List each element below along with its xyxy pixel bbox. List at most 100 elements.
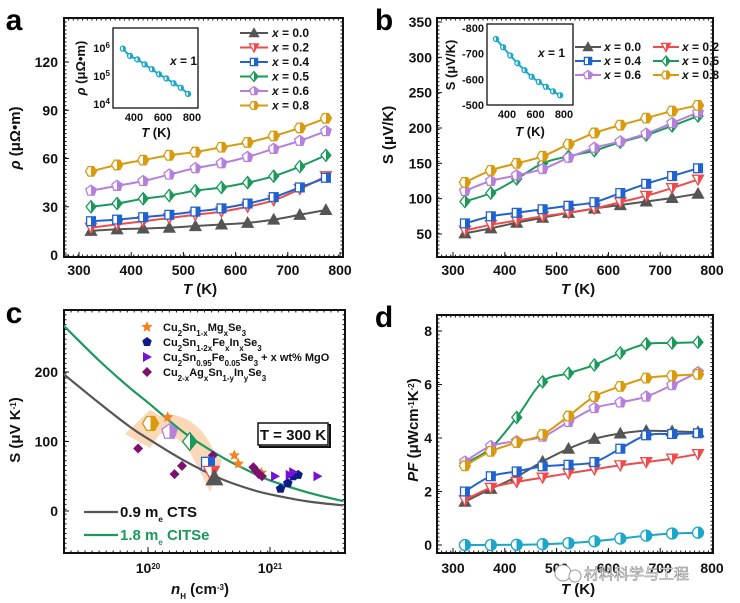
label-part: ρ (7, 160, 24, 170)
x-tick-label: 400 (493, 262, 517, 278)
y-tick-label: 120 (35, 54, 59, 70)
label-part: (μΩ•m) (7, 106, 24, 160)
legend-label: x = 0.8 (681, 68, 719, 82)
legend-label: x = 0.4 (603, 54, 641, 68)
label-part: K (405, 390, 422, 401)
series-x=0.8-point (84, 165, 98, 177)
series-x=0.4-point (511, 466, 522, 477)
series-x=0.8-point (588, 391, 601, 402)
series-x=0.6-point (458, 184, 471, 196)
y-tick-label: 200 (35, 364, 59, 380)
panel-label-c: c (6, 297, 23, 330)
series-x=0.6-point (85, 184, 98, 196)
series-x=0.4-point (268, 192, 279, 203)
series-x=0.8-point (665, 105, 679, 117)
panel-d: d30040050060070080002468T (K)PF (μWcm-1K… (375, 301, 724, 598)
label-part: (cm (186, 581, 217, 598)
scatter-point (275, 483, 286, 493)
label-part: ) (7, 397, 24, 402)
inset-series-point (163, 75, 170, 82)
series-x=0.8-point (536, 150, 549, 162)
series-x=0.4-point (692, 428, 704, 439)
label-part: In (230, 337, 240, 349)
series-x=0.8-point (614, 380, 627, 392)
legend-label: Cu2Sn0.95Fe0.05Se3 + x wt% MgO (163, 352, 330, 368)
inset-series-point (557, 92, 564, 99)
series-x=0.5-point (85, 199, 97, 214)
series-x=1-line (464, 531, 699, 547)
label-part: (K) (570, 581, 595, 598)
series-x=0.4-point (485, 211, 496, 222)
series-x=0.8-point (110, 159, 124, 171)
inset-series-point (514, 60, 521, 67)
label-part: 1-2x (196, 344, 213, 353)
label-part: = 0.4 (279, 55, 310, 69)
label-part: Sn (182, 337, 196, 349)
label-part: (K) (192, 281, 217, 298)
series-x=0.6-point (319, 124, 332, 137)
panel-b: b 300 400 500 600 700 800 50 100 150 200 250 300 350 T… (375, 4, 724, 298)
x-tick-label: 300 (441, 560, 465, 576)
y-tick-label: 0 (50, 247, 58, 263)
series-x=0.5-point (640, 336, 653, 351)
series-x=0.6-point (614, 135, 627, 147)
y-tick-label: 6 (424, 377, 432, 393)
series-x=0.4-point (589, 457, 600, 468)
series-x=0.4-point (216, 203, 227, 214)
inset-y-tick-label: 106 (93, 41, 110, 56)
series-x=1-point (536, 538, 549, 551)
x-tick-label: 700 (649, 560, 673, 576)
series-x=0.4-point (459, 486, 470, 497)
label-part: CITSe (163, 527, 210, 544)
inset-x-axis-label: T (K) (515, 124, 545, 139)
y-axis-label: S (μV K-1) (7, 397, 24, 463)
scatter-point (271, 471, 281, 482)
series-x=0.0-point (319, 203, 333, 216)
label-part: = 1 (177, 54, 198, 68)
label-part: 10 (93, 99, 105, 111)
inset-frame (112, 27, 199, 109)
label-part: (μWcm (405, 408, 422, 462)
x-tick-label: 800 (328, 262, 352, 278)
annotation-shadow (259, 424, 331, 448)
label-part: 2 (178, 329, 183, 338)
series-x=0.5-point (536, 374, 549, 389)
label-part: In (234, 367, 244, 379)
series-x=0.0-line (90, 208, 327, 232)
label-part: 10 (136, 560, 152, 576)
highlight-point-x=0.0 (205, 468, 224, 486)
watermark-icon (554, 564, 572, 582)
label-part: = 0.0 (279, 26, 310, 40)
inset-x-tick-label: 600 (526, 109, 544, 121)
series-x=0.4-point (563, 200, 574, 211)
series-x=0.2-point (510, 476, 524, 489)
inset-series-point (528, 73, 535, 80)
series-x=0.8-point (639, 112, 653, 124)
label-part: T (561, 581, 572, 598)
series-x=1-point (484, 538, 497, 552)
series-x=0.6-line (90, 130, 327, 192)
label-part: (μV/K) (443, 40, 458, 82)
legend-label: Cu2-xAgxSn1-yInySe3 (163, 367, 267, 383)
series-x=0.2-line (464, 178, 699, 232)
label-part: 10 (93, 43, 105, 55)
label-part: x (169, 54, 178, 68)
label-part: S (7, 453, 24, 463)
y-axis-label: S (μV/K) (380, 106, 397, 164)
series-x=0.6-point (484, 174, 497, 187)
scatter-point (169, 469, 180, 480)
y-tick-label: 0 (424, 537, 432, 553)
y-axis-label: ρ (μΩ•m) (7, 106, 24, 170)
series-x=0.6-point (640, 127, 653, 139)
series-x=0.8-line (464, 104, 699, 184)
label-part: 10 (258, 560, 274, 576)
series-x=1-point (588, 535, 601, 548)
label-part: = 0.2 (689, 40, 720, 54)
x-tick-label: 700 (276, 262, 300, 278)
series-x=0.0-point (214, 217, 229, 230)
x-tick-label: 800 (700, 560, 724, 576)
label-part: (K) (149, 125, 171, 140)
series-x=0.8-point (665, 370, 679, 382)
series-x=0.8-point (319, 112, 333, 124)
